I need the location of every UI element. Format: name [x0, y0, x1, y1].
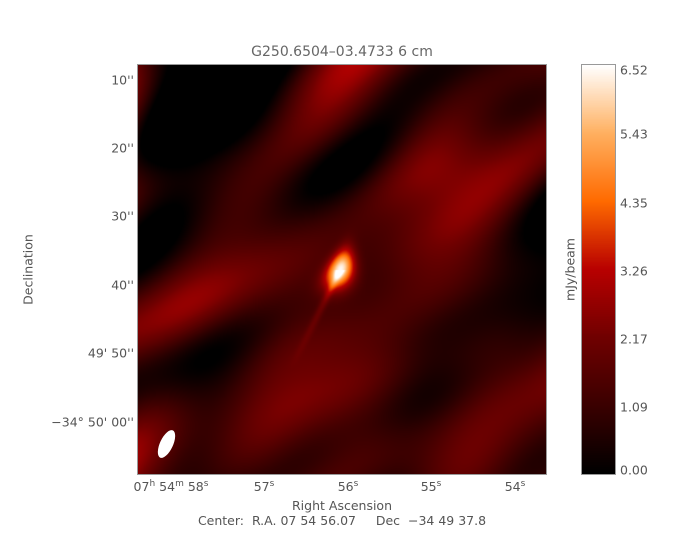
colorbar-tick-label: 3.26: [620, 263, 648, 279]
intensity-map: [137, 64, 547, 475]
x-tick-label: 55s: [420, 479, 442, 495]
x-tick-label: 57s: [253, 479, 275, 495]
colorbar-tick-label: 6.52: [620, 62, 648, 78]
chart-title: G250.6504–03.4733 6 cm: [251, 44, 433, 60]
colorbar-tick-label: 1.09: [620, 399, 648, 415]
y-tick-label: 30'': [111, 208, 134, 224]
x-axis-label: Right Ascension: [292, 498, 392, 513]
colorbar-tick-label: 0.00: [620, 462, 648, 478]
colorbar: [581, 64, 616, 475]
colorbar-tick-label: 2.17: [620, 331, 648, 347]
x-tick-label: 54s: [504, 479, 526, 495]
center-coordinates: Center: R.A. 07 54 56.07 Dec −34 49 37.8: [197, 513, 487, 528]
x-tick-label: 56s: [337, 479, 359, 495]
colorbar-tick-label: 4.35: [620, 195, 648, 211]
x-tick-label: 07h 54m 58s: [133, 479, 209, 495]
y-tick-label: 40'': [111, 277, 134, 293]
colorbar-label: mJy/beam: [562, 238, 578, 301]
y-axis-label: Declination: [20, 234, 36, 305]
y-tick-label: 49' 50'': [87, 345, 134, 361]
colorbar-tick-label: 5.43: [620, 126, 648, 142]
y-tick-label: −34° 50' 00'': [51, 414, 134, 430]
y-tick-label: 10'': [111, 72, 134, 88]
y-tick-label: 20'': [111, 140, 134, 156]
